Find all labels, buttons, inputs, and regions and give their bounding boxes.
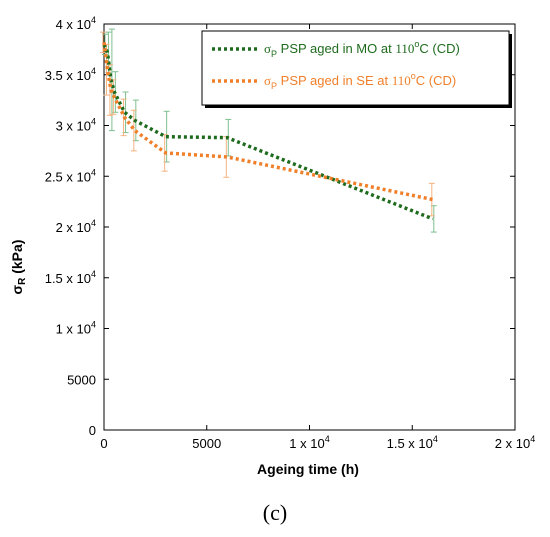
y-tick-label-text: 0 <box>89 423 96 438</box>
y-tick-label-text: 1 x 10 <box>56 322 91 337</box>
y-axis-title-sub: R <box>17 277 28 285</box>
x-tick-label: 2 x 104 <box>495 434 535 451</box>
x-tick-label: 5000 <box>192 436 221 451</box>
y-tick-label-text: 5000 <box>67 372 96 387</box>
series-lines <box>102 42 434 221</box>
x-tick-label-exponent: 4 <box>530 434 535 444</box>
y-tick-label-text: 1.5 x 10 <box>45 271 91 286</box>
y-tick-label-text: 4 x 10 <box>56 17 91 32</box>
panel-label: (c) <box>263 500 287 525</box>
y-tick-label-exponent: 4 <box>91 117 96 127</box>
y-tick-label-exponent: 4 <box>91 66 96 76</box>
x-tick-label-exponent: 4 <box>433 434 438 444</box>
y-tick-label: 0 <box>89 423 96 438</box>
y-tick-label-text: 3.5 x 10 <box>45 68 91 83</box>
y-tick-label: 1 x 104 <box>56 320 96 337</box>
y-tick-label: 3 x 104 <box>56 117 96 134</box>
x-tick-label: 1.5 x 104 <box>387 434 438 451</box>
y-tick-label-exponent: 4 <box>91 269 96 279</box>
y-tick-label: 2.5 x 104 <box>45 167 96 184</box>
y-tick-label-exponent: 4 <box>91 15 96 25</box>
legend-entry: σP PSP aged in MO at 110oC (CD) <box>212 39 460 59</box>
y-tick-label-exponent: 4 <box>91 320 96 330</box>
y-tick-label: 2 x 104 <box>56 218 96 235</box>
x-tick-label: 0 <box>100 436 107 451</box>
error-bar <box>130 109 137 152</box>
y-tick-label-text: 2.5 x 10 <box>45 169 91 184</box>
legend-box <box>201 30 510 106</box>
y-tick-label: 5000 <box>67 372 96 387</box>
legend-entry: σP PSP aged in SE at 110oC (CD) <box>212 71 456 91</box>
y-tick-label-exponent: 4 <box>91 167 96 177</box>
x-tick-label-text: 0 <box>100 436 107 451</box>
y-tick-label-exponent: 4 <box>91 218 96 228</box>
y-axis-title-sigma: σ <box>9 284 25 294</box>
y-tick-label: 4 x 104 <box>56 15 96 32</box>
x-tick-label-text: 2 x 10 <box>495 436 530 451</box>
x-tick-label: 1 x 104 <box>289 434 329 451</box>
y-tick-label: 1.5 x 104 <box>45 269 96 286</box>
x-axis-title: Ageing time (h) <box>257 461 359 477</box>
legend: σP PSP aged in MO at 110oC (CD) σP PSP ag… <box>201 30 512 108</box>
legend-label: σP PSP aged in MO at 110oC (CD) <box>264 39 460 59</box>
error-bar <box>100 31 106 53</box>
y-tick-label: 3.5 x 104 <box>45 66 96 83</box>
y-axis-title: σR (kPa) <box>9 240 28 295</box>
legend-label: σP PSP aged in SE at 110oC (CD) <box>264 71 456 91</box>
y-tick-label-text: 3 x 10 <box>56 119 91 134</box>
x-tick-label-text: 1 x 10 <box>289 436 324 451</box>
x-tick-label-exponent: 4 <box>325 434 330 444</box>
x-tick-label-text: 1.5 x 10 <box>387 436 433 451</box>
y-tick-label-text: 2 x 10 <box>56 220 91 235</box>
series-line-1 <box>102 43 434 221</box>
y-axis-title-unit: (kPa) <box>9 240 25 278</box>
x-axis-ticks: 0 5000 1 x 104 1.5 x 104 2 x 104 <box>100 24 535 451</box>
x-tick-label-text: 5000 <box>192 436 221 451</box>
